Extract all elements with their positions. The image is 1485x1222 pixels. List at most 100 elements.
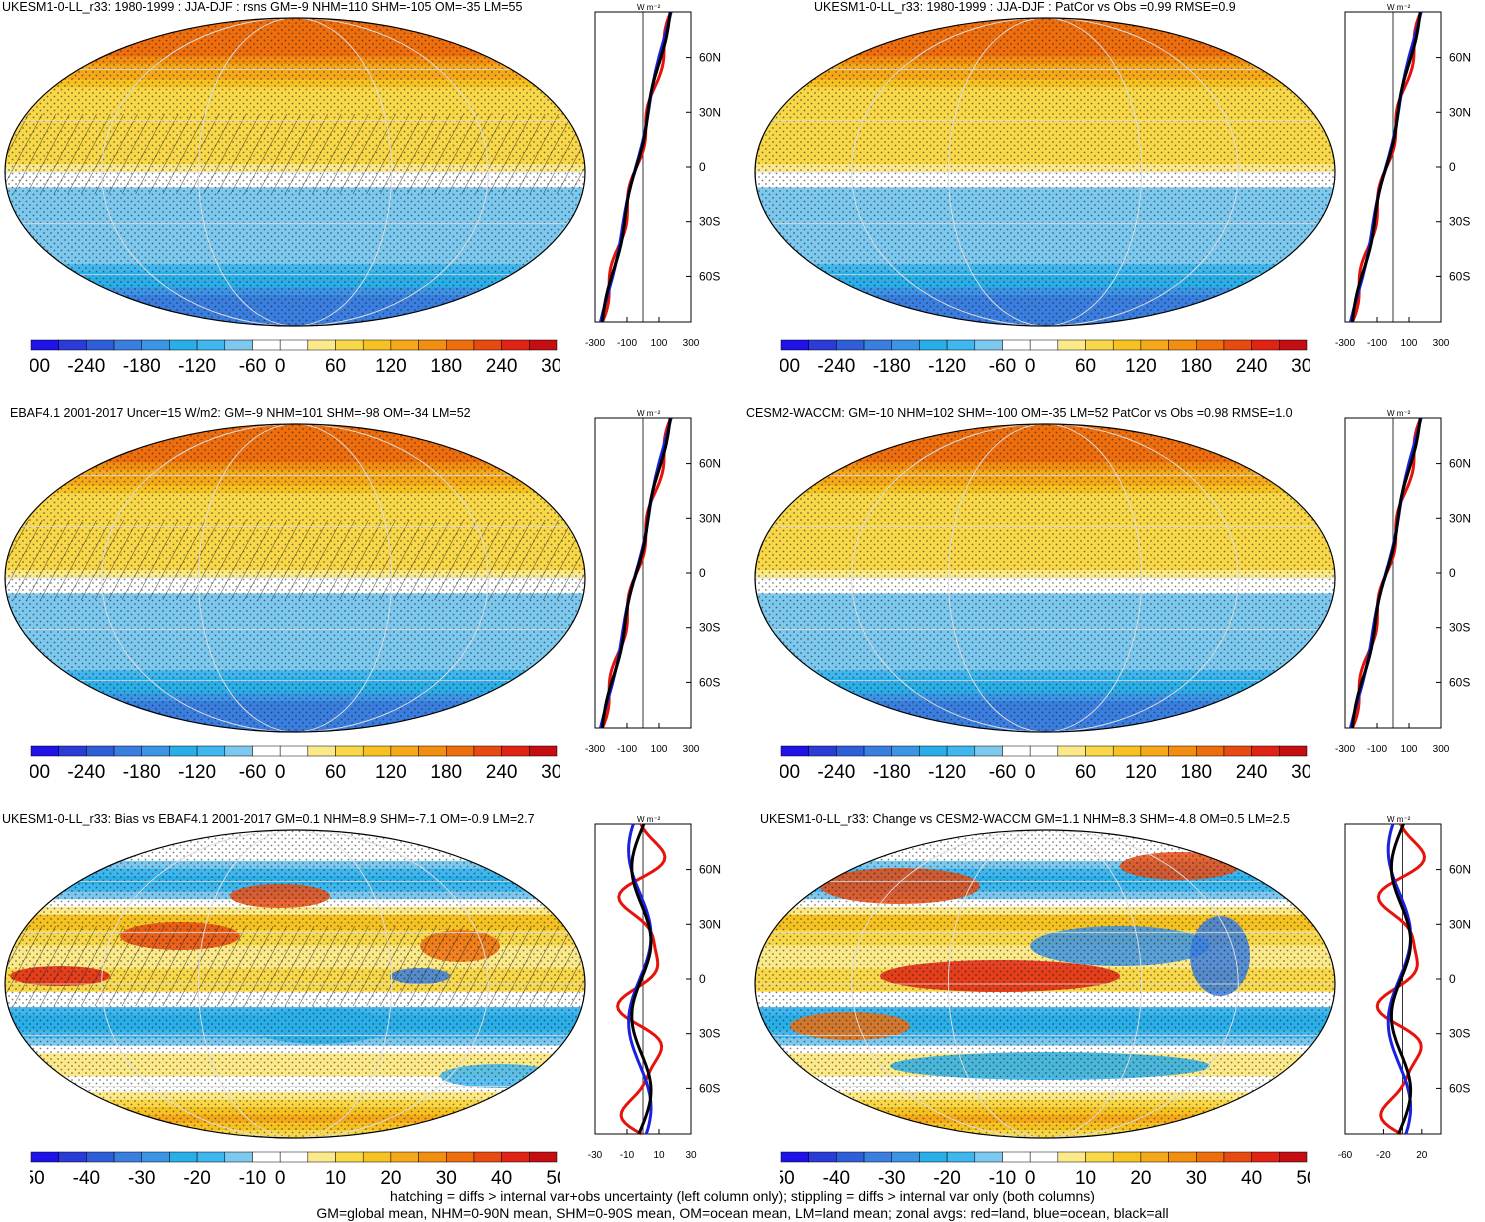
zonal-ytick-label: 30S [1449,621,1470,635]
zonal-ytick-label: 30N [1449,511,1471,525]
colorbar-box [224,1151,253,1163]
colorbar-box [86,1151,115,1163]
zonal-unit-label: W m⁻² [637,815,661,824]
zonal-xtick-label: -30 [588,1150,603,1161]
colorbar-box [252,339,281,351]
zonal-ytick-label: 60N [1449,51,1471,65]
zonal-ytick-label: 0 [1449,160,1456,174]
zonal-ytick-label: 60S [1449,269,1470,283]
zonal-mean-plot: W m⁻² -300 -100 100 300 60N 30N 0 30S 60S [1335,409,1471,755]
map-plot [4,829,586,1139]
zonal-ytick-label: 60N [1449,457,1471,471]
chart-title: UKESM1-0-LL_r33: 1980-1999 : JJA-DJF : r… [2,0,523,14]
colorbar-box [473,1151,502,1163]
colorbar-box [141,745,170,757]
panel-middle-left: EBAF4.1 2001-2017 Uncer=15 W/m2: GM=-9 N… [0,406,742,811]
colorbar-box [919,1151,948,1163]
colorbar-box [418,745,447,757]
colorbar-tick-label: -60 [989,762,1016,783]
colorbar-box [1085,1151,1114,1163]
colorbar-box [863,745,892,757]
colorbar-box [113,1151,142,1163]
colorbar: -300 -240 -180 -120 -60 0 60 120 180 240 300 [30,339,560,377]
colorbar-box [1029,339,1059,351]
map-border [4,17,586,327]
colorbar-box [1112,745,1142,757]
colorbar-box [836,339,865,351]
zonal-ytick-label: 30N [699,917,721,931]
colorbar-box [891,1151,920,1163]
colorbar-box [501,339,530,351]
map-plot [754,423,1336,733]
map-field [5,424,585,732]
colorbar-tick-label: 240 [1236,762,1268,783]
colorbar-box [196,1151,226,1163]
colorbar-box [529,745,558,757]
zonal-ytick-label: 60N [699,863,721,877]
colorbar-box [473,339,502,351]
colorbar-tick-label: 10 [325,1168,346,1189]
map-border [754,829,1336,1139]
zonal-mean-plot: W m⁻² -60 -20 20 60N 30N 0 30S 60S [1338,815,1471,1161]
colorbar-tick-label: 300 [541,762,560,783]
colorbar-tick-label: -180 [123,762,161,783]
colorbar-tick-label: 180 [430,356,462,377]
colorbar-box [169,1151,198,1163]
colorbar-box [196,745,226,757]
map-plot [754,829,1336,1139]
zonal-mean-plot: W m⁻² -300 -100 100 300 60N 30N 0 30S 60S [585,409,721,755]
colorbar-box [891,339,920,351]
map-plot [4,17,586,327]
colorbar-tick-label: -120 [928,762,966,783]
colorbar-box [252,1151,281,1163]
map-border [754,423,1336,733]
zonal-line-all [630,823,653,1135]
zonal-line-all [600,11,672,323]
zonal-xtick-label: -100 [617,744,637,755]
colorbar-tick-label: 180 [1180,356,1212,377]
colorbar-tick-label: -180 [123,356,161,377]
colorbar-tick-label: -60 [989,356,1016,377]
panel-middle-right: CESM2-WACCM: GM=-10 NHM=102 SHM=-100 OM=… [746,406,1485,811]
chart-title: EBAF4.1 2001-2017 Uncer=15 W/m2: GM=-9 N… [10,406,471,420]
colorbar-box [418,1151,447,1163]
chart-title: UKESM1-0-LL_r33: 1980-1999 : JJA-DJF : P… [814,0,1236,14]
zonal-xtick-label: -300 [585,338,605,349]
colorbar-box [1279,745,1308,757]
colorbar-tick-label: -30 [878,1168,905,1189]
colorbar-tick-label: 120 [1125,356,1157,377]
colorbar-box [30,745,59,757]
colorbar-tick-label: 180 [1180,762,1212,783]
zonal-ytick-label: 0 [699,972,706,986]
colorbar-tick-label: -300 [780,356,800,377]
colorbar-box [362,745,392,757]
colorbar-box [307,745,336,757]
colorbar-box [1223,745,1252,757]
colorbar-box [780,339,809,351]
colorbar-box [1112,1151,1142,1163]
colorbar-box [86,339,115,351]
colorbar-box [501,745,530,757]
colorbar-tick-label: 50 [1296,1168,1310,1189]
colorbar-box [836,1151,865,1163]
map-field [755,424,1335,732]
colorbar-tick-label: 0 [1025,1168,1036,1189]
colorbar-box [279,745,309,757]
zonal-xtick-label: 300 [683,338,700,349]
colorbar-tick-label: -300 [780,762,800,783]
zonal-unit-label: W m⁻² [1387,3,1411,12]
zonal-line-all [1350,11,1422,323]
zonal-xtick-label: -300 [1335,744,1355,755]
zonal-unit-label: W m⁻² [1387,815,1411,824]
colorbar-tick-label: -50 [780,1168,795,1189]
zonal-frame [1344,823,1442,1135]
colorbar-box [974,745,1003,757]
footer-note-1: hatching = diffs > internal var+obs unce… [390,1188,1095,1204]
colorbar-box [946,745,976,757]
colorbar-box [974,339,1003,351]
colorbar-box [1029,1151,1059,1163]
colorbar-box [390,745,419,757]
colorbar-tick-label: 120 [1125,762,1157,783]
zonal-xtick-label: -20 [1376,1150,1391,1161]
colorbar-box [1168,745,1197,757]
